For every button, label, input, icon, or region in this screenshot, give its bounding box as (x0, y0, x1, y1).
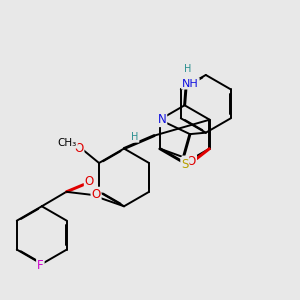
Text: O: O (85, 175, 94, 188)
Text: F: F (37, 259, 44, 272)
Text: O: O (92, 188, 101, 201)
Text: O: O (187, 155, 196, 168)
Text: CH₃: CH₃ (58, 138, 77, 148)
Text: N: N (158, 113, 166, 126)
Text: H: H (131, 132, 139, 142)
Text: N: N (183, 157, 191, 169)
Text: S: S (181, 158, 189, 171)
Text: NH: NH (182, 79, 199, 88)
Text: H: H (184, 64, 191, 74)
Text: O: O (74, 142, 83, 155)
